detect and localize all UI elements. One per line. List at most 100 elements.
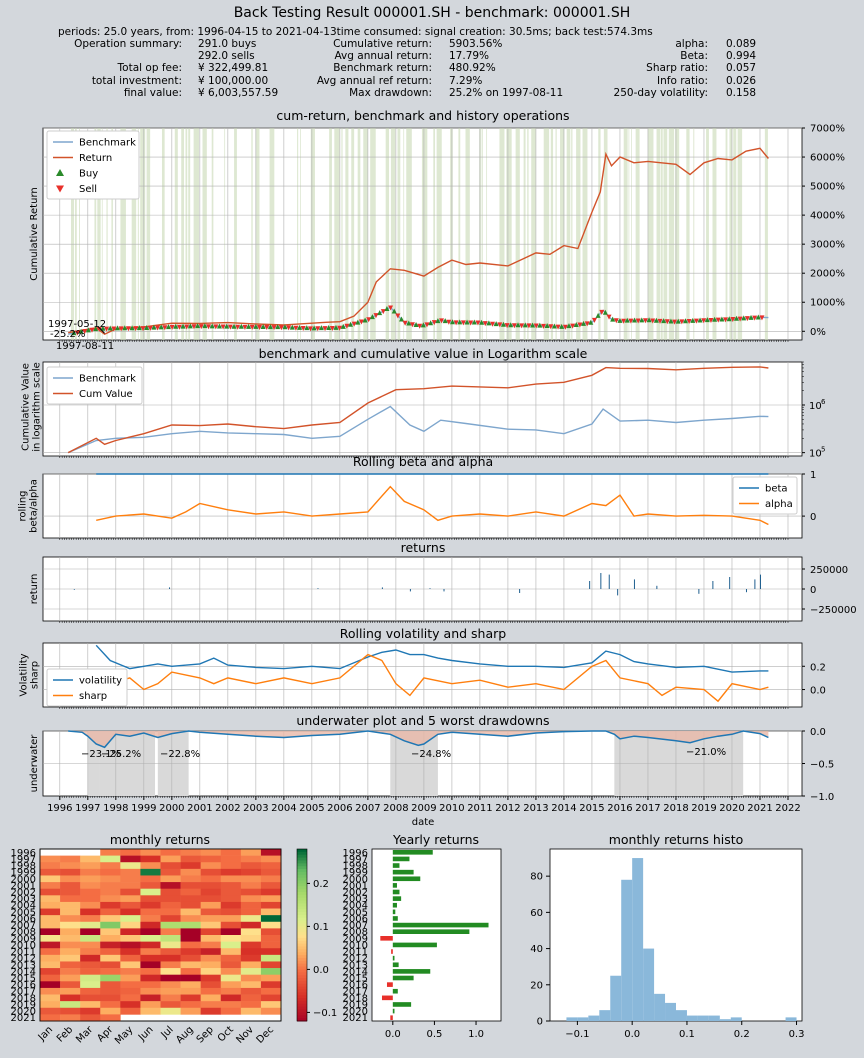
yearly-bar: [392, 975, 414, 981]
colorbar-segment: [297, 1006, 307, 1011]
heatmap-cell: [140, 994, 161, 1002]
heatmap-row-label: 2013: [11, 960, 36, 971]
return-bar: [759, 574, 761, 589]
histogram-bar: [577, 1017, 589, 1021]
sell-marker: [475, 320, 481, 326]
heatmap-cell: [100, 882, 121, 889]
holding-period: [523, 128, 526, 340]
buy-marker: [398, 316, 404, 322]
heatmap-cell: [220, 1001, 242, 1009]
heatmap-cell: [260, 895, 282, 903]
yearly-bar: [392, 896, 402, 901]
yearly-row-label: 1997: [343, 854, 368, 865]
colorbar-segment: [297, 975, 307, 979]
heatmap-cell: [60, 921, 81, 929]
sell-marker: [220, 324, 226, 330]
heatmap-cell: [200, 1007, 222, 1015]
heatmap-cell: [160, 987, 181, 995]
sell-marker: [104, 326, 110, 332]
buy-marker: [267, 324, 273, 330]
sell-marker: [584, 321, 590, 327]
x-tick-label: 2017: [635, 803, 660, 814]
drawdown-label: −23.1%: [81, 749, 121, 760]
holding-period: [465, 128, 470, 340]
heatmap-cell: [200, 961, 222, 969]
heatmap-cell: [240, 961, 262, 969]
buy-marker: [449, 319, 455, 325]
holding-period: [527, 128, 529, 340]
heatmap-cell: [260, 1007, 282, 1015]
y-tick-label: 2000%: [810, 269, 845, 280]
buy-marker: [697, 317, 703, 323]
log-value-ylabel-line: in logarithm scale: [32, 362, 43, 452]
x-tick-label: 1996: [47, 803, 72, 814]
heatmap-cell: [220, 981, 242, 989]
heatmap-cell: [180, 895, 201, 903]
heatmap-row-label: 2004: [11, 901, 36, 912]
heatmap-cell: [180, 941, 201, 949]
holding-period: [712, 128, 717, 340]
yearly-row-label: 2005: [343, 907, 368, 918]
summary-value: ¥ 322,499.81: [198, 62, 269, 75]
summary-value: 0.026: [726, 74, 757, 87]
sell-marker: [227, 324, 233, 330]
holding-period: [623, 128, 628, 340]
heatmap-cell: [220, 908, 242, 916]
heatmap-cell: [100, 868, 121, 876]
return-bar: [409, 589, 411, 592]
heatmap-cell: [200, 882, 222, 889]
heatmap-cell: [140, 855, 161, 863]
yearly-row-label: 2009: [343, 934, 368, 945]
heatmap-cell: [120, 981, 141, 989]
heatmap-cell: [80, 921, 101, 929]
heatmap-cell: [160, 968, 181, 975]
holding-period: [675, 128, 680, 340]
yearly-bar: [390, 1015, 393, 1020]
colorbar-segment: [297, 897, 307, 902]
heatmap-cell: [240, 987, 262, 995]
buy-marker: [639, 317, 645, 323]
histogram-bar: [566, 1017, 578, 1021]
heatmap-cell: [240, 921, 262, 929]
buy-marker: [289, 324, 295, 330]
beta-alpha-panel-frame: [42, 473, 803, 539]
sell-marker: [155, 325, 161, 331]
heatmap-cell: [40, 921, 61, 929]
x-tick-label: 2012: [495, 803, 520, 814]
buy-marker: [420, 322, 426, 328]
x-tick-label: 0.5: [426, 1029, 442, 1040]
x-tick-label: 2002: [215, 803, 240, 814]
buy-marker: [136, 325, 142, 331]
heatmap-cell: [140, 915, 161, 923]
summary-value: 292.0 sells: [198, 50, 255, 63]
heatmap-cell: [40, 888, 61, 896]
holding-period: [450, 128, 453, 340]
heatmap-cell: [200, 994, 222, 1002]
colorbar-segment: [297, 914, 307, 919]
heatmap-cell: [120, 882, 141, 889]
heatmap-cell: [80, 888, 101, 896]
heatmap-cell: [140, 968, 161, 975]
holding-period: [576, 128, 581, 340]
y-tick-label: −250000: [810, 605, 857, 616]
heatmap-cell: [60, 974, 81, 982]
sell-marker: [322, 326, 328, 332]
return-bar: [429, 588, 431, 589]
heatmap-cell: [240, 994, 262, 1002]
x-tick-label: 0.0: [624, 1029, 640, 1040]
heatmap-cell: [260, 961, 282, 969]
heatmap-cell: [160, 901, 181, 909]
buy-marker: [595, 312, 601, 318]
summary-value: ¥ 6,003,557.59: [198, 86, 279, 99]
histogram-bar: [719, 1019, 731, 1021]
colorbar-segment: [297, 923, 307, 927]
y-tick-label: 10: [809, 401, 822, 412]
heatmap-cell: [220, 1007, 242, 1015]
sell-marker: [664, 319, 670, 325]
heatmap-cell: [260, 862, 282, 870]
sell-marker: [337, 325, 343, 331]
heatmap-cell: [100, 908, 121, 916]
colorbar-segment: [297, 857, 307, 861]
buy-marker: [158, 324, 164, 330]
sell-marker: [140, 326, 146, 332]
